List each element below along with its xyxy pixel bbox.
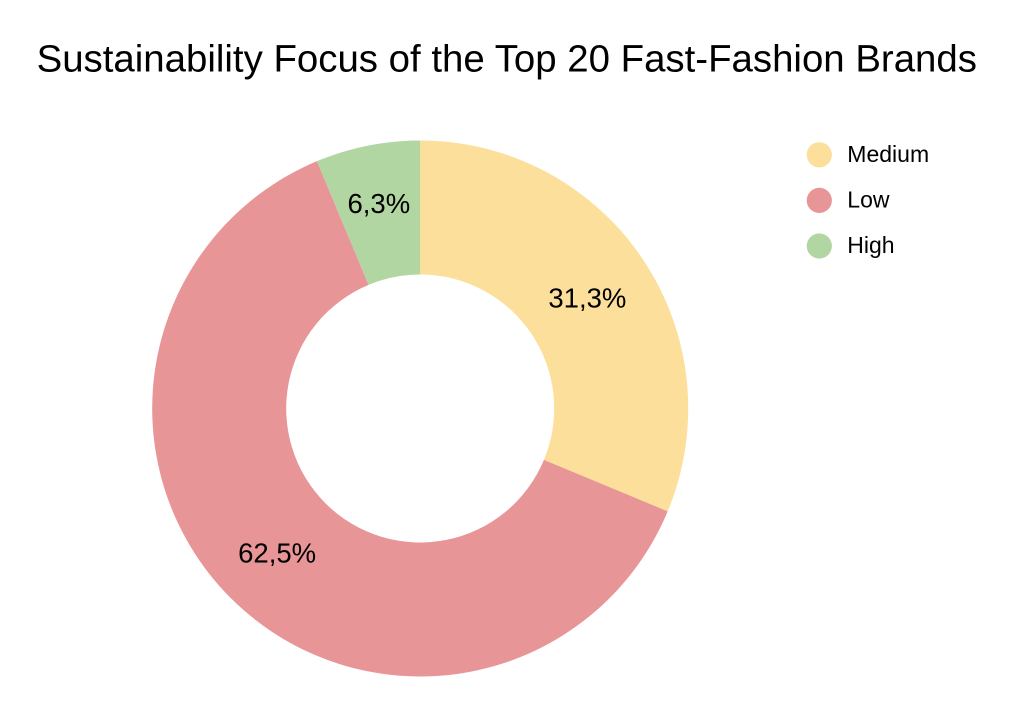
legend-item-medium[interactable]: Medium — [806, 141, 929, 168]
chart-title: Sustainability Focus of the Top 20 Fast-… — [37, 38, 977, 81]
legend-label-medium: Medium — [847, 141, 929, 167]
slice-label-low: 62,5% — [238, 538, 316, 569]
legend-marker-medium — [806, 142, 832, 168]
legend-marker-high — [806, 233, 832, 259]
slice-label-medium: 31,3% — [548, 283, 626, 314]
legend-label-low: Low — [847, 187, 890, 213]
legend-item-high[interactable]: High — [806, 232, 895, 259]
pie-slice-medium[interactable] — [420, 140, 689, 512]
legend: Medium Low High — [806, 141, 929, 259]
pie-slice-high[interactable] — [316, 140, 421, 285]
legend-marker-low — [806, 187, 832, 213]
slice-label-high: 6,3% — [348, 188, 411, 219]
donut-slices — [152, 140, 689, 677]
slice-labels: 31,3% 62,5% 6,3% — [238, 188, 626, 569]
pie-slice-low[interactable] — [152, 161, 668, 677]
legend-item-low[interactable]: Low — [806, 187, 890, 213]
legend-label-high: High — [847, 232, 894, 258]
